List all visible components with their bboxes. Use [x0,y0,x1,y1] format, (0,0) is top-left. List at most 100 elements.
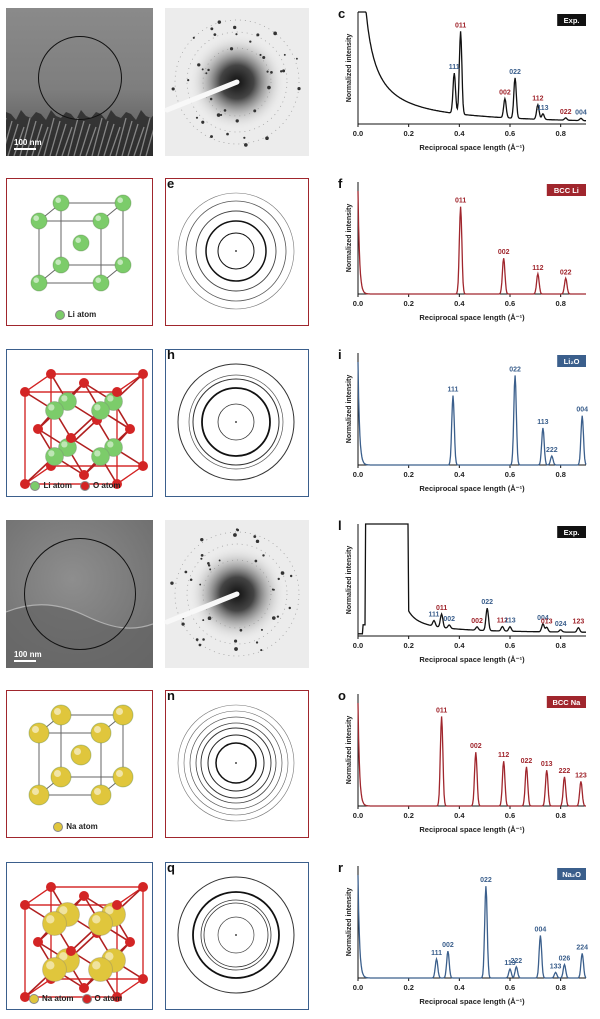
crystal-structure [20,369,148,489]
cation-atom [45,401,64,420]
diffraction-ring [186,201,287,302]
substrate [6,110,153,156]
middle-panel [165,690,309,838]
diffraction-spot [260,628,263,631]
spectrum-line [357,190,586,295]
middle-panel [164,520,309,668]
peak-label: 112 [498,752,509,759]
atom-legend: Li atom O atom [7,481,152,491]
phase-badge [546,696,586,708]
texture-streak [7,123,19,156]
atom [50,704,72,726]
selected-area-circle [38,36,122,120]
diffraction-ring [205,220,268,283]
diffraction-spot [288,606,291,610]
diffraction-spot [243,136,246,139]
y-axis-label: Normalized intensity [346,375,353,444]
atom-highlight [32,726,39,733]
tem-texture [6,110,153,156]
left-panel: Na atom O atom [6,862,153,1010]
diffraction-spot [235,33,238,36]
oxygen-atom [112,387,122,397]
diffraction-spot [205,72,208,75]
oxygen-atom [138,461,148,471]
diffraction-ring [174,531,300,657]
diffraction-spot [276,615,280,618]
cell-edge [116,465,144,485]
panel-label: i [338,347,342,362]
diffraction-spot [199,583,202,586]
phase-badge-label: Na₂O [562,870,581,879]
atom-highlight [107,395,114,402]
diffraction-ring [215,742,258,785]
phase-badge [557,526,586,538]
simulated-ring-pattern [178,193,295,310]
oxygen-atom [112,900,122,910]
texture-streak [6,120,13,145]
cation-atom [88,911,113,936]
diffraction-spot [270,71,273,74]
x-tick-label: 0.0 [353,811,363,820]
spectrum-line [357,874,587,979]
peak-label: 111 [448,387,459,394]
x-tick-label: 0.8 [555,299,565,308]
atom [70,744,92,766]
diffraction-spot [265,136,269,141]
cation-atom [88,957,113,982]
peak-label: 011 [436,605,447,612]
spectrum-plot: 0.0 0.2 0.4 0.6 0.8 Reciprocal space length (… [346,694,587,834]
selected-area-circle [24,538,136,650]
legend-label: Na atom [41,994,74,1004]
legend-item: Na atom [53,822,98,832]
diffraction-spot [243,143,248,147]
plot-panel: 0.0 0.2 0.4 0.6 0.8 Reciprocal space length (… [346,692,598,840]
legend-swatch [54,310,65,320]
diffraction-spot [239,628,243,632]
texture-streak [103,123,115,156]
atom [90,722,112,744]
texture-streak [67,117,79,156]
atom-highlight [46,961,55,970]
atom [52,194,70,212]
x-tick-label: 0.6 [505,129,515,138]
x-tick-label: 0.4 [454,129,465,138]
phase-badge-label: BCC Na [552,698,581,707]
peak-label: 002 [443,616,455,623]
diffraction-spot [289,574,293,578]
cation-atom [91,401,110,420]
atom-highlight [94,726,101,733]
diffraction-spot [171,87,175,91]
texture-streak [31,123,43,156]
diffraction-spot [209,97,213,101]
middle-panel [165,178,309,326]
texture-streak [55,123,67,156]
atom-highlight [105,952,114,961]
texture-streak [49,120,61,156]
atom-highlight [94,450,101,457]
atom-highlight [55,259,61,265]
diffraction-ring [192,891,281,980]
peak-label: 026 [559,956,571,963]
diffraction-spot [234,647,238,651]
peak-label: 113 [537,419,548,426]
phase-badge-label: Exp. [564,16,580,25]
texture-streak [121,120,133,156]
x-tick-label: 0.8 [555,641,565,650]
diffraction-spot [282,69,286,73]
crystal-structure [30,194,132,292]
diffraction-spot [280,70,283,73]
plot-panel: 0.0 0.2 0.4 0.6 0.8 Reciprocal space length (… [346,864,598,1012]
atom-highlight [32,788,39,795]
x-tick-label: 0.2 [403,983,413,992]
y-axis-label: Normalized intensity [346,34,353,103]
diffraction-ring [189,375,284,470]
simulated-ring-pattern [177,363,295,481]
atom [114,194,132,212]
x-tick-label: 0.2 [403,641,413,650]
diffraction-pattern [164,8,309,156]
cell-edge [24,886,52,906]
legend-label: Na atom [66,822,98,832]
atom-highlight [59,906,68,915]
diffraction-spot [235,528,239,531]
plot-panel: 0.0 0.2 0.4 0.6 0.8 Reciprocal space length (… [346,522,598,670]
